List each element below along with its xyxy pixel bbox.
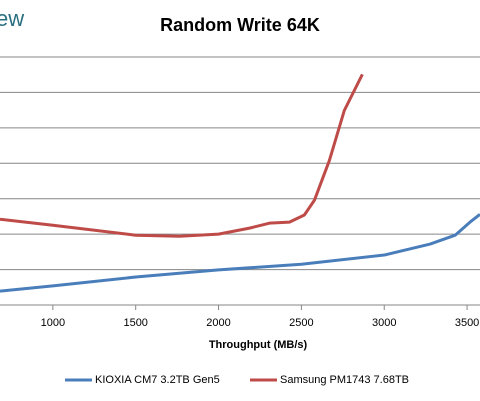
legend-label: Samsung PM1743 7.68TB <box>280 374 409 386</box>
x-tick-label: 2000 <box>206 317 230 329</box>
legend-label: KIOXIA CM7 3.2TB Gen5 <box>95 374 220 386</box>
chart-title: Random Write 64K <box>160 15 320 35</box>
watermark: ew <box>0 6 24 31</box>
x-tick-label: 2500 <box>289 317 313 329</box>
x-tick-label: 3500 <box>455 317 479 329</box>
x-axis-title: Throughput (MB/s) <box>209 339 308 351</box>
x-tick-label: 3000 <box>372 317 396 329</box>
x-tick-label: 1000 <box>41 317 65 329</box>
series-line <box>0 213 480 293</box>
x-tick-label: 1500 <box>123 317 147 329</box>
series-line <box>0 73 364 238</box>
